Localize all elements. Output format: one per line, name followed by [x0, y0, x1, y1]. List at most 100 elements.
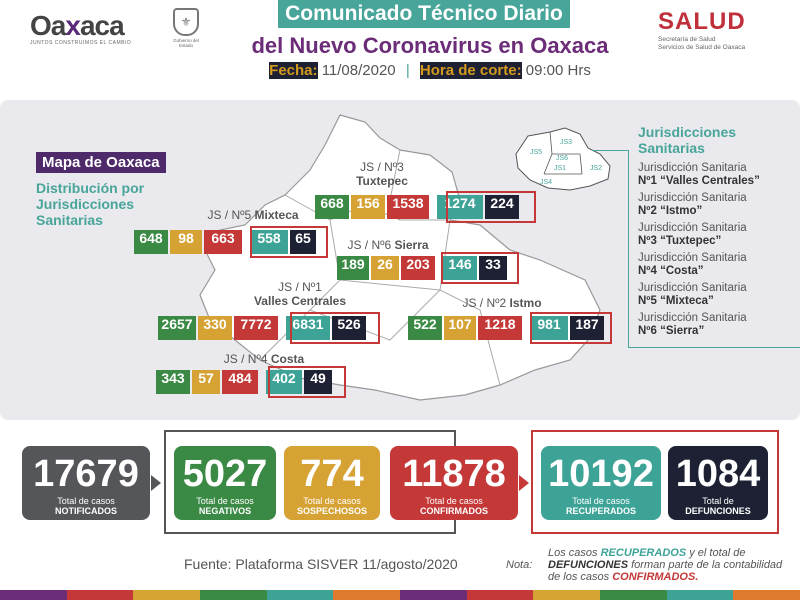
- legend-item-line2: Nº6 “Sierra”: [638, 325, 705, 337]
- region-recovered: 6831: [286, 316, 330, 340]
- salud-logo: SALUD Secretaría de Salud Servicios de S…: [658, 8, 788, 52]
- region-recovered: 981: [530, 316, 568, 340]
- region-name: Istmo: [509, 296, 542, 310]
- note-text: forman parte de la contabilidad de los c…: [548, 559, 783, 583]
- region-suspected: 107: [444, 316, 476, 340]
- region-pre: JS / Nº3: [360, 160, 404, 174]
- region-confirmed: 484: [222, 370, 258, 394]
- arrow-icon: [519, 475, 529, 491]
- region-confirmed: 1538: [387, 195, 429, 219]
- total-label: Total de casos: [57, 496, 115, 506]
- total-label: Total de casos: [196, 496, 254, 506]
- page-subtitle: del Nuevo Coronavirus en Oaxaca: [251, 33, 609, 58]
- note-highlight: CONFIRMADOS.: [612, 571, 699, 583]
- mini-label: JS4: [540, 179, 552, 186]
- region-title-costa: JS / Nº4 Costa: [214, 352, 314, 366]
- region-deaths: 33: [479, 256, 507, 280]
- total-value: 17679: [33, 453, 139, 495]
- region-row-mixteca: 648 98 663 558 65: [134, 230, 318, 254]
- region-title-istmo: JS / Nº2 Istmo: [452, 296, 552, 310]
- total-category: NEGATIVOS: [198, 506, 252, 516]
- salud-name: SALUD: [658, 8, 746, 35]
- region-row-istmo: 522 107 1218 981 187: [408, 316, 606, 340]
- total-category: NOTIFICADOS: [55, 506, 117, 516]
- region-row-valles: 2657 330 7772 6831 526: [158, 316, 368, 340]
- recovery-frame: [290, 312, 380, 344]
- region-deaths: 65: [290, 230, 316, 254]
- region-deaths: 49: [304, 370, 332, 394]
- legend-item: Jurisdicción Sanitaria Nº1 “Valles Centr…: [638, 162, 760, 188]
- recovery-frame: [250, 226, 328, 258]
- region-pre: JS / Nº6: [347, 238, 392, 252]
- seal-icon: ⚜: [173, 8, 199, 36]
- legend-item-line1: Jurisdicción Sanitaria: [638, 222, 747, 234]
- region-row-costa: 343 57 484 402 49: [156, 370, 334, 394]
- total-category: SOSPECHOSOS: [296, 506, 368, 516]
- legend-item-line1: Jurisdicción Sanitaria: [638, 162, 747, 174]
- total-confirmados: 11878 Total de casos CONFIRMADOS: [390, 446, 518, 520]
- region-confirmed: 7772: [234, 316, 278, 340]
- note-text: y el total de: [689, 547, 746, 559]
- map-description: Distribución por Jurisdicciones Sanitari…: [36, 180, 145, 228]
- region-row-tuxtepec: 668 156 1538 1274 224: [315, 195, 521, 219]
- region-negative: 522: [408, 316, 442, 340]
- legend-item-line2: Nº4 “Costa”: [638, 265, 704, 277]
- region-row-sierra: 189 26 203 146 33: [337, 256, 509, 280]
- salud-sub1: Secretaría de Salud: [658, 36, 716, 43]
- total-value: 10192: [548, 453, 654, 495]
- region-title-mixteca: JS / Nº5 Mixteca: [198, 208, 308, 222]
- mini-label: JS5: [530, 149, 542, 156]
- seal-caption: Gobierno del Estado: [173, 38, 199, 48]
- region-suspected: 98: [170, 230, 202, 254]
- region-recovered: 146: [443, 256, 477, 280]
- total-defunciones: 1084 Total de DEFUNCIONES: [668, 446, 768, 520]
- region-recovered: 402: [266, 370, 302, 394]
- mini-label: JS6: [556, 155, 568, 162]
- legend-item: Jurisdicción Sanitaria Nº2 “Istmo”: [638, 192, 747, 218]
- region-negative: 668: [315, 195, 349, 219]
- note-highlight: DEFUNCIONES: [548, 559, 629, 571]
- region-name: Sierra: [394, 238, 429, 252]
- region-confirmed: 1218: [478, 316, 522, 340]
- legend-item: Jurisdicción Sanitaria Nº3 “Tuxtepec”: [638, 222, 747, 248]
- region-name: Mixteca: [254, 208, 299, 222]
- region-suspected: 57: [192, 370, 220, 394]
- legend-connector: [592, 150, 628, 151]
- mini-label: JS3: [560, 139, 572, 146]
- region-negative: 648: [134, 230, 168, 254]
- region-title-tuxtepec: JS / Nº3 Tuxtepec: [352, 160, 412, 188]
- outcome-frame: [531, 430, 779, 534]
- region-negative: 2657: [158, 316, 196, 340]
- region-deaths: 224: [485, 195, 519, 219]
- date-line: Fecha: 11/08/2020 | Hora de corte: 09:00…: [240, 62, 620, 79]
- total-category: CONFIRMADOS: [420, 506, 488, 516]
- total-label: Total de casos: [572, 496, 630, 506]
- logo-part: x: [65, 10, 81, 41]
- total-sospechosos: 774 Total de casos SOSPECHOSOS: [284, 446, 380, 520]
- arrow-icon: [151, 475, 161, 491]
- total-value: 5027: [182, 453, 268, 495]
- legend-item: Jurisdicción Sanitaria Nº5 “Mixteca”: [638, 282, 747, 308]
- region-name: Valles Centrales: [253, 294, 347, 308]
- region-pre: JS / Nº5: [207, 208, 252, 222]
- region-name: Tuxtepec: [356, 174, 408, 188]
- region-recovered: 558: [250, 230, 288, 254]
- region-suspected: 26: [371, 256, 399, 280]
- legend-item: Jurisdicción Sanitaria Nº4 “Costa”: [638, 252, 747, 278]
- region-negative: 343: [156, 370, 190, 394]
- legend-item-line1: Jurisdicción Sanitaria: [638, 282, 747, 294]
- footnote: Nota: Los casos RECUPERADOS y el total d…: [506, 547, 796, 583]
- legend-item-line1: Jurisdicción Sanitaria: [638, 252, 747, 264]
- legend-item-line1: Jurisdicción Sanitaria: [638, 192, 747, 204]
- region-title-valles: JS / Nº1 Valles Centrales: [240, 280, 360, 308]
- legend-item: Jurisdicción Sanitaria Nº6 “Sierra”: [638, 312, 747, 338]
- recovery-frame: [446, 191, 536, 223]
- separator: |: [405, 62, 410, 79]
- legend-line: [628, 347, 800, 348]
- legend-item-line1: Jurisdicción Sanitaria: [638, 312, 747, 324]
- legend-item-line2: Nº3 “Tuxtepec”: [638, 235, 722, 247]
- region-deaths: 526: [332, 316, 366, 340]
- total-category: RECUPERADOS: [565, 506, 636, 516]
- legend-item-line2: Nº1 “Valles Centrales”: [638, 175, 760, 187]
